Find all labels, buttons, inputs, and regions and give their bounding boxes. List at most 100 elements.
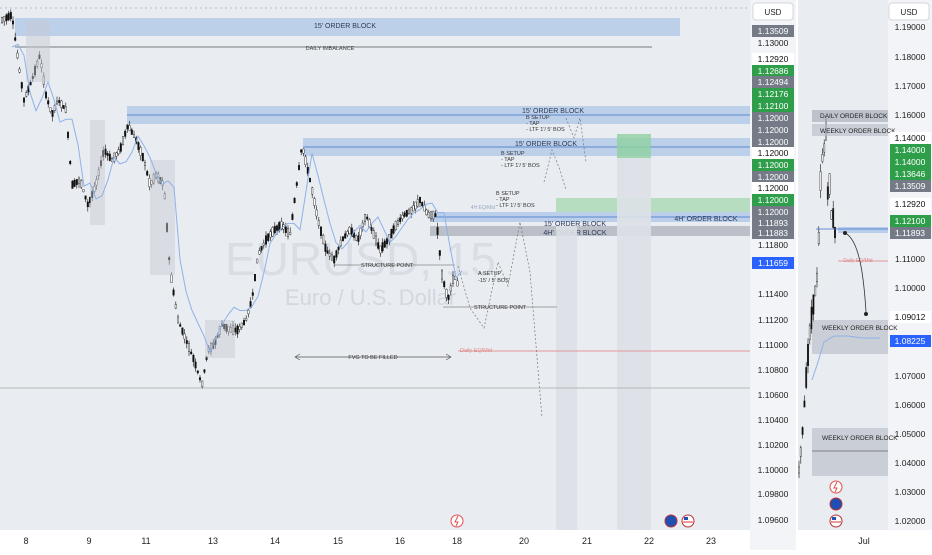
price-badge-left: 1.12000 — [752, 159, 794, 171]
price-badge-right: 1.09012 — [890, 311, 931, 323]
time-tick-left: 14 — [270, 536, 280, 546]
ob-zone-top — [15, 18, 680, 36]
price-badge-left: 1.12000 — [752, 171, 794, 183]
price-badge-left: 1.11883 — [752, 227, 794, 239]
svg-text:1.11893: 1.11893 — [758, 218, 788, 228]
price-tick-left: 1.09800 — [758, 489, 789, 499]
right-time-axis — [798, 530, 932, 550]
price-badge-right: 1.14000 — [890, 144, 931, 156]
time-tick-left: 18 — [452, 536, 462, 546]
right-ob-small — [838, 227, 888, 233]
price-badge-left: 1.11659 — [752, 257, 794, 269]
ob-4h-label-a: 4H' ORDER BLOCK — [674, 216, 738, 223]
ob-low-label: 15' ORDER BLOCK — [544, 221, 606, 228]
daily-ob-zone — [812, 110, 888, 122]
price-tick-left: 1.11000 — [758, 340, 788, 350]
projection-zone-1 — [556, 226, 577, 530]
svg-text:1.14000: 1.14000 — [895, 157, 926, 167]
price-tick-right: 1.04000 — [895, 458, 926, 468]
price-badge-right: 1.12100 — [890, 215, 931, 227]
time-tick-left: 8 — [23, 536, 28, 546]
fvg-label: FVG TO BE FILLED — [348, 355, 397, 361]
right-time-axis-labels: Jul — [858, 536, 870, 546]
price-tick-left: 1.10600 — [758, 390, 789, 400]
faint-label-1: Daily EQ/Mid — [460, 348, 492, 354]
svg-text:1.12000: 1.12000 — [758, 113, 789, 123]
svg-text:1.12100: 1.12100 — [895, 216, 926, 226]
b-setup-2: B SETUP - TAP - LTF 1'/ 5' BOS — [501, 151, 540, 169]
price-badge-left: 1.12000 — [752, 136, 794, 148]
structure-label-2: STRUCTURE POINT — [474, 305, 527, 311]
price-badge-left: 1.12100 — [752, 100, 794, 112]
price-tick-right: 1.16000 — [895, 110, 926, 120]
price-badge-left: 1.12686 — [752, 65, 794, 77]
svg-text:B SETUP: B SETUP — [496, 191, 520, 197]
price-tick-left: 1.09600 — [758, 515, 789, 525]
weekly-ob-zone-3 — [812, 428, 888, 476]
svg-text:1.12000: 1.12000 — [758, 172, 789, 182]
price-badge-right: 1.14000 — [890, 156, 931, 168]
event-us-flag-icon[interactable] — [681, 514, 695, 528]
right-projection-arrow — [844, 232, 867, 313]
time-tick-left: 9 — [86, 536, 91, 546]
svg-text:1.13646: 1.13646 — [895, 169, 926, 179]
svg-text:- TAP: - TAP — [496, 197, 510, 203]
svg-text:1.08225: 1.08225 — [895, 336, 926, 346]
price-badge-left: 1.12176 — [752, 88, 794, 100]
event-eu-flag-icon[interactable] — [664, 514, 678, 528]
svg-text:USD: USD — [765, 8, 782, 17]
svg-text:-15' / 5' BOS: -15' / 5' BOS — [478, 278, 509, 284]
price-badge-left: 1.12000 — [752, 112, 794, 124]
currency-button-left[interactable]: USD — [752, 2, 794, 21]
ob-top-label: 15' ORDER BLOCK — [314, 23, 376, 30]
ob-mid2-label: 15' ORDER BLOCK — [515, 141, 577, 148]
time-tick-left: 20 — [519, 536, 529, 546]
price-badge-left: 1.12000 — [752, 194, 794, 206]
event-flash-icon[interactable] — [450, 514, 464, 528]
svg-text:B SETUP: B SETUP — [501, 151, 525, 157]
svg-text:B SETUP: B SETUP — [526, 115, 550, 121]
projection-path-b — [543, 148, 567, 191]
price-tick-right: 1.11000 — [895, 254, 925, 264]
currency-button-right[interactable]: USD — [888, 2, 930, 21]
right-candles — [798, 116, 836, 479]
svg-text:1.12000: 1.12000 — [758, 148, 789, 158]
price-tick-right: 1.02000 — [895, 516, 926, 526]
svg-text:1.12494: 1.12494 — [758, 77, 789, 87]
price-badge-right: 1.12920 — [890, 198, 931, 210]
price-tick-right: 1.06000 — [895, 400, 926, 410]
price-badge-left: 1.12000 — [752, 147, 794, 159]
time-tick-left: 16 — [395, 536, 405, 546]
svg-text:1.11883: 1.11883 — [758, 228, 788, 238]
price-tick-left: 1.11400 — [758, 289, 788, 299]
right-axis-badges: 1.14000 1.14000 1.14000 1.13646 1.13509 1.129… — [890, 22, 931, 526]
daily-ob-label: DAILY ORDER BLOCK — [820, 113, 888, 120]
right-price-axis — [888, 0, 932, 550]
right-faint-label: Daily EQ/Mid — [843, 258, 872, 264]
svg-text:- LTF 1'/ 5' BOS: - LTF 1'/ 5' BOS — [501, 163, 540, 169]
moving-average-left — [11, 43, 463, 354]
event-us-flag-icon-right[interactable] — [829, 514, 843, 528]
arrow-end-dot — [864, 312, 868, 316]
price-badge-left: 1.12494 — [752, 76, 794, 88]
svg-text:1.12686: 1.12686 — [758, 66, 789, 76]
watermark-symbol: EURUSD, 15 — [225, 233, 496, 285]
svg-text:A SETUP: A SETUP — [478, 271, 502, 277]
svg-text:1.12000: 1.12000 — [758, 207, 789, 217]
event-flash-icon-right[interactable] — [829, 480, 843, 494]
structure-label-1: STRUCTURE POINT — [361, 263, 414, 269]
weekly-ob-zone-1 — [812, 124, 888, 136]
svg-text:1.11893: 1.11893 — [895, 228, 925, 238]
ob-mid-label: 15' ORDER BLOCK — [522, 108, 584, 115]
svg-text:1.12000: 1.12000 — [758, 125, 789, 135]
event-eu-flag-icon-right[interactable] — [829, 497, 843, 511]
svg-text:1.12100: 1.12100 — [758, 101, 789, 111]
ob-4h-zone — [430, 226, 750, 236]
price-tick-right: 1.07000 — [895, 371, 926, 381]
arrow-start-dot — [843, 231, 847, 235]
time-tick-left: 23 — [706, 536, 716, 546]
watermark-name: Euro / U.S. Dollar — [285, 285, 456, 310]
price-tick-right: 1.17000 — [895, 81, 926, 91]
